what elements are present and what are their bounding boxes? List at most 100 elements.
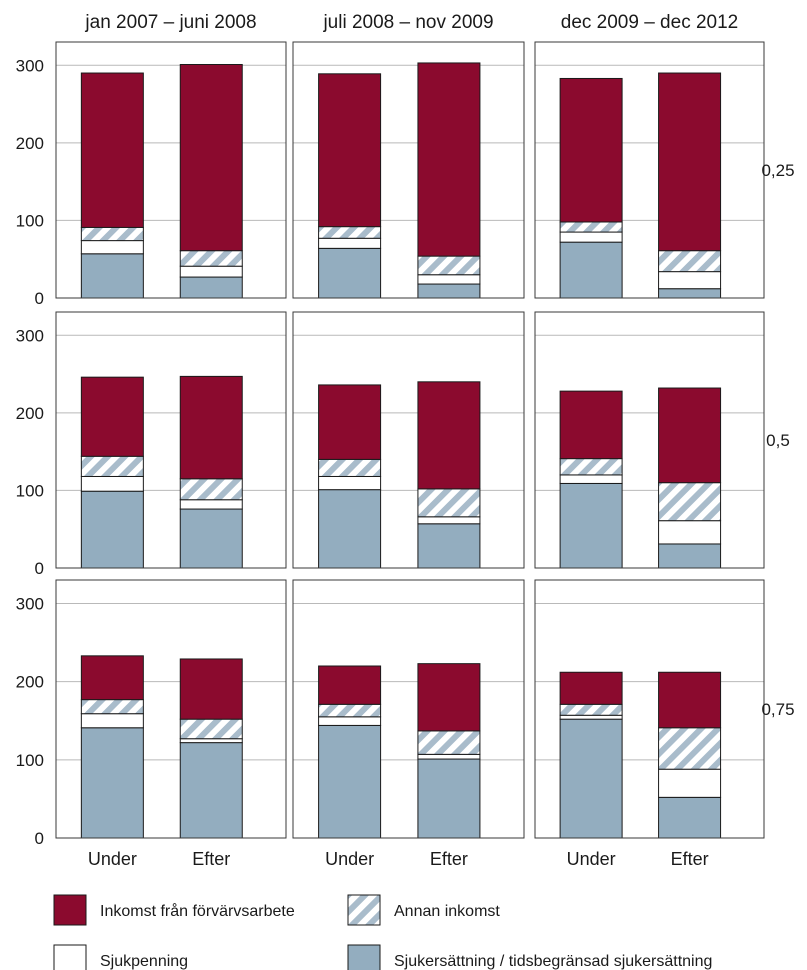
bar-segment-sjukpenning-efter bbox=[417, 516, 481, 525]
bar-segment-sjukpenning-under bbox=[559, 474, 623, 484]
y-tick-label: 300 bbox=[16, 326, 44, 345]
panel-r1-c0 bbox=[55, 311, 287, 569]
legend-item-sjukersattning: Sjukersättning / tidsbegränsad sjukersät… bbox=[347, 944, 712, 970]
bar-segment-annan-under bbox=[559, 221, 623, 233]
bar-segment-sjukersattning-under bbox=[80, 727, 144, 839]
x-category-label: Efter bbox=[192, 849, 230, 869]
bar-segment-sjukpenning-efter bbox=[658, 271, 722, 290]
panel-r1-c2 bbox=[534, 311, 765, 569]
bar-segment-annan-efter bbox=[417, 255, 481, 276]
panel-r1-c1 bbox=[292, 311, 525, 569]
legend-label: Sjukpenning bbox=[100, 953, 188, 970]
bar-segment-sjukersattning-efter bbox=[658, 288, 722, 299]
bar-segment-sjukpenning-efter bbox=[658, 520, 722, 545]
bar-segment-annan-efter bbox=[417, 730, 481, 755]
panel-frame bbox=[534, 579, 765, 839]
y-tick-label: 100 bbox=[16, 751, 44, 770]
bar-segment-forvarv-under bbox=[80, 72, 144, 228]
bar-segment-sjukpenning-efter bbox=[417, 274, 481, 285]
bar-segment-annan-efter bbox=[658, 250, 722, 273]
bar-segment-forvarv-efter bbox=[179, 63, 243, 252]
bar-segment-sjukersattning-efter bbox=[417, 523, 481, 569]
bar-segment-forvarv-under bbox=[80, 376, 144, 457]
bar-segment-sjukpenning-under bbox=[559, 714, 623, 720]
panel-r2-c0 bbox=[55, 579, 287, 839]
panel-r0-c1 bbox=[292, 41, 525, 299]
y-tick-label: 300 bbox=[16, 56, 44, 75]
bar-segment-annan-under bbox=[559, 703, 623, 716]
panel-column-title: dec 2009 – dec 2012 bbox=[561, 12, 739, 33]
bar-segment-sjukpenning-efter bbox=[417, 753, 481, 760]
legend-item-sjukpenning: Sjukpenning bbox=[53, 944, 188, 970]
x-category-label: Under bbox=[88, 849, 137, 869]
bar-segment-annan-efter bbox=[417, 488, 481, 518]
bar-segment-forvarv-efter bbox=[179, 375, 243, 480]
bar-segment-sjukersattning-under bbox=[318, 247, 382, 299]
bar-segment-sjukpenning-under bbox=[318, 716, 382, 726]
bar-segment-annan-efter bbox=[179, 718, 243, 740]
y-tick-label: 100 bbox=[16, 481, 44, 500]
legend-swatch bbox=[347, 894, 381, 926]
bar-segment-sjukersattning-under bbox=[80, 253, 144, 299]
panel-r2-c2 bbox=[534, 579, 765, 839]
bar-segment-annan-under bbox=[80, 699, 144, 715]
bar-segment-sjukersattning-under bbox=[559, 241, 623, 299]
panel-frame bbox=[55, 311, 287, 569]
bar-segment-forvarv-under bbox=[318, 665, 382, 705]
bar-segment-forvarv-efter bbox=[417, 62, 481, 257]
bar-segment-forvarv-efter bbox=[658, 387, 722, 484]
bar-segment-sjukpenning-under bbox=[559, 231, 623, 243]
bar-segment-sjukpenning-efter bbox=[658, 768, 722, 798]
y-tick-label: 200 bbox=[16, 673, 44, 692]
x-category-label: Under bbox=[325, 849, 374, 869]
bar-segment-sjukersattning-efter bbox=[179, 276, 243, 299]
legend-label: Inkomst från förvärvsarbete bbox=[100, 902, 295, 920]
panel-frame bbox=[292, 311, 525, 569]
bar-segment-forvarv-under bbox=[80, 655, 144, 701]
bar-segment-sjukpenning-efter bbox=[179, 265, 243, 278]
bar-segment-forvarv-under bbox=[559, 671, 623, 705]
bar-segment-forvarv-under bbox=[318, 384, 382, 460]
panel-frame bbox=[292, 579, 525, 839]
panel-column-title: juli 2008 – nov 2009 bbox=[322, 12, 493, 33]
panel-row-label: 0,5 bbox=[766, 431, 790, 450]
bar-segment-forvarv-under bbox=[559, 77, 623, 223]
bar-segment-forvarv-efter bbox=[658, 72, 722, 252]
y-tick-label: 0 bbox=[35, 829, 44, 848]
panel-r2-c1 bbox=[292, 579, 525, 839]
bar-segment-annan-efter bbox=[179, 478, 243, 501]
panel-frame bbox=[534, 311, 765, 569]
bar-segment-sjukpenning-under bbox=[318, 237, 382, 249]
bar-segment-sjukersattning-efter bbox=[417, 283, 481, 299]
bar-segment-sjukersattning-efter bbox=[179, 508, 243, 569]
y-tick-label: 0 bbox=[35, 559, 44, 578]
bar-segment-forvarv-efter bbox=[658, 671, 722, 729]
bar-segment-sjukersattning-under bbox=[559, 718, 623, 839]
legend-swatch bbox=[53, 894, 87, 926]
y-tick-label: 200 bbox=[16, 134, 44, 153]
bar-segment-annan-under bbox=[80, 455, 144, 477]
bar-segment-sjukersattning-efter bbox=[658, 796, 722, 839]
panel-row-label: 0,25 bbox=[761, 161, 794, 180]
panel-r0-c0 bbox=[55, 41, 287, 299]
y-tick-label: 100 bbox=[16, 211, 44, 230]
bar-segment-sjukersattning-under bbox=[80, 490, 144, 569]
bar-segment-forvarv-efter bbox=[417, 663, 481, 732]
y-tick-label: 200 bbox=[16, 404, 44, 423]
panel-frame bbox=[534, 41, 765, 299]
bar-segment-sjukpenning-under bbox=[318, 475, 382, 491]
bar-segment-sjukersattning-under bbox=[559, 482, 623, 569]
bar-segment-annan-under bbox=[318, 703, 382, 718]
bar-segment-annan-under bbox=[80, 226, 144, 242]
bar-segment-sjukpenning-under bbox=[80, 475, 144, 492]
panel-r0-c2 bbox=[534, 41, 765, 299]
y-tick-label: 300 bbox=[16, 594, 44, 613]
x-category-label: Under bbox=[567, 849, 616, 869]
legend-item-forvarv: Inkomst från förvärvsarbete bbox=[53, 894, 295, 926]
bar-segment-forvarv-under bbox=[559, 390, 623, 460]
bar-segment-annan-efter bbox=[658, 727, 722, 770]
bar-segment-forvarv-under bbox=[318, 73, 382, 228]
bar-segment-forvarv-efter bbox=[417, 381, 481, 490]
legend-swatch bbox=[53, 944, 87, 970]
